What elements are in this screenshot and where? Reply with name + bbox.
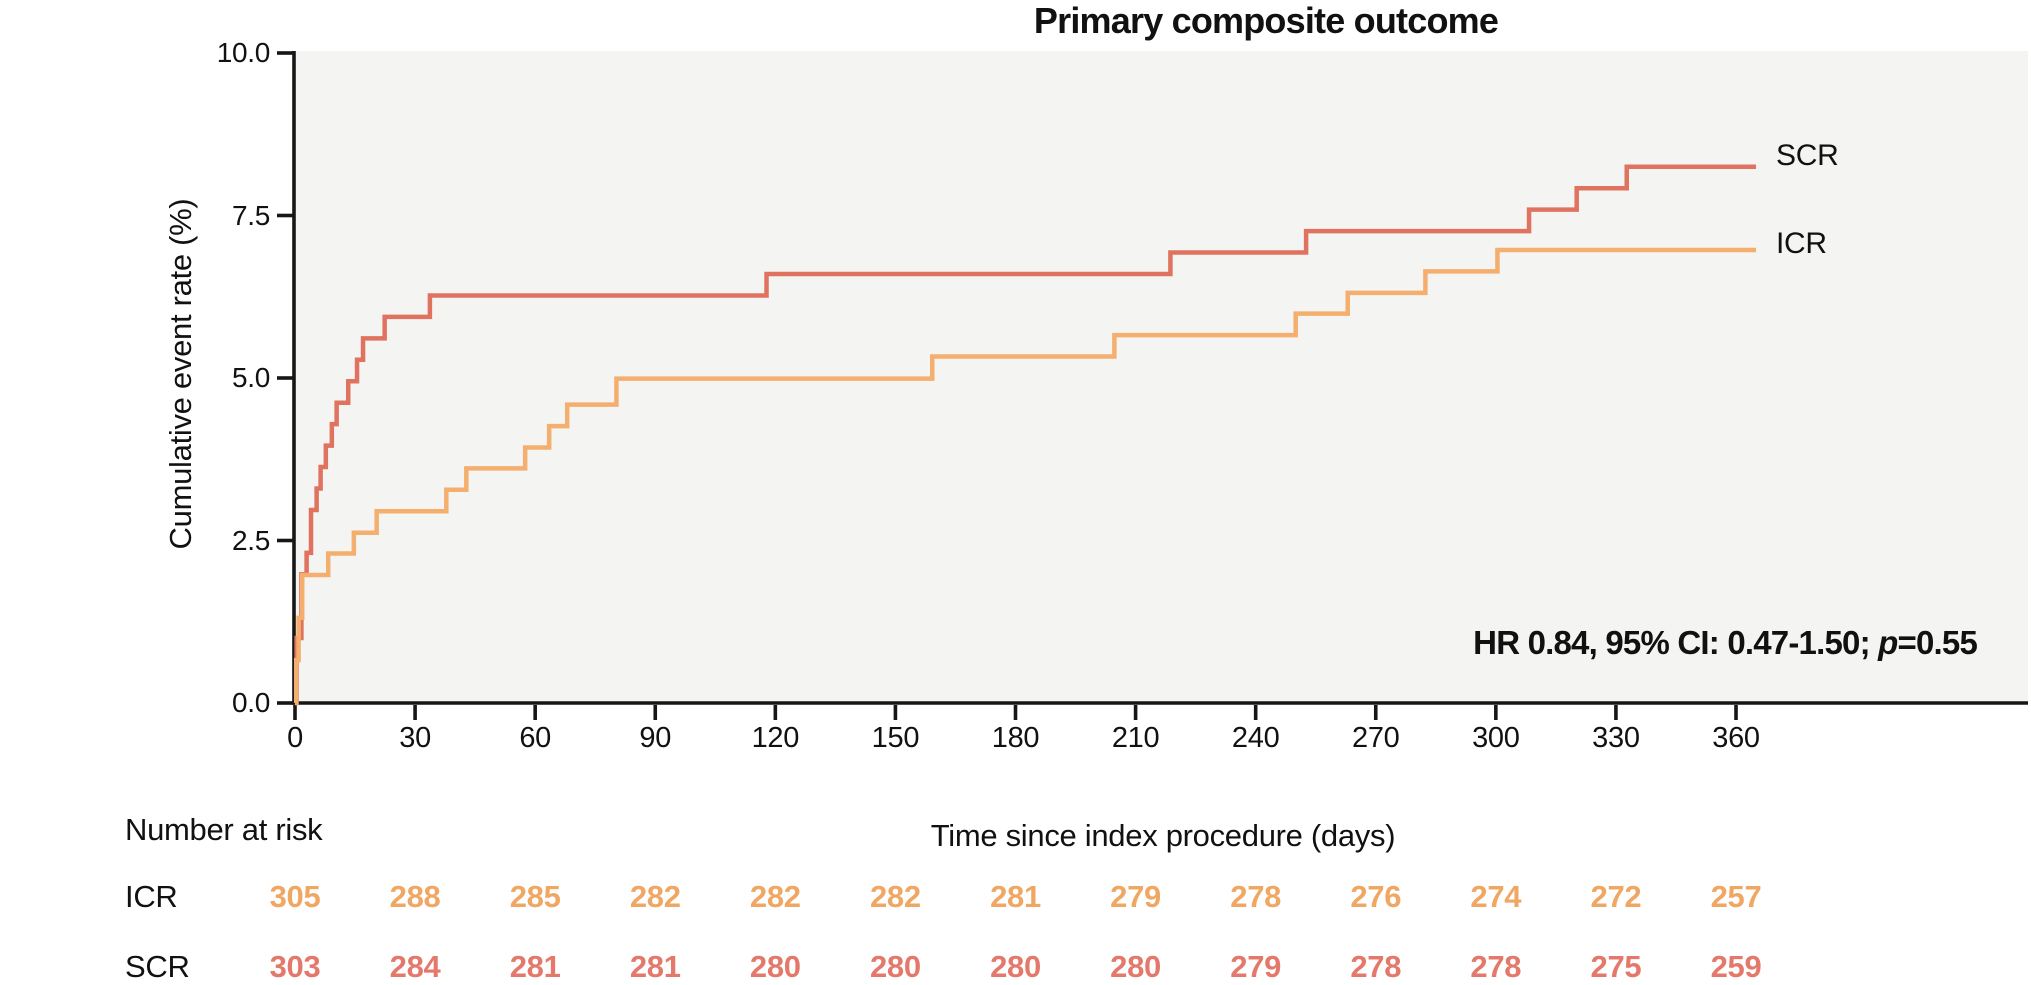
x-tick-label: 180 [991, 722, 1040, 754]
risk-cell: 305 [269, 879, 321, 914]
risk-cell: 279 [1230, 949, 1282, 984]
risk-cell: 282 [749, 879, 801, 914]
risk-cell: 275 [1590, 949, 1642, 984]
hr-annotation-p: p [1878, 624, 1898, 661]
x-tick-label: 150 [871, 722, 920, 754]
x-tick-label: 360 [1712, 722, 1760, 754]
x-tick-label: 60 [519, 722, 551, 754]
risk-cell: 280 [1110, 949, 1161, 984]
hr-annotation: HR 0.84, 95% CI: 0.47-1.50; p=0.55 [1473, 624, 1978, 662]
x-tick-label: 330 [1592, 722, 1640, 754]
x-tick-label: 90 [639, 722, 672, 754]
risk-row-label-scr: SCR [125, 949, 190, 984]
risk-cell: 276 [1350, 879, 1402, 914]
risk-cell: 257 [1710, 879, 1762, 914]
number-at-risk-heading: Number at risk [125, 812, 323, 847]
y-tick-label: 2.5 [231, 524, 270, 556]
legend-label-icr: ICR [1776, 227, 1827, 260]
x-tick-label: 120 [751, 722, 800, 754]
hr-annotation-suffix: =0.55 [1897, 624, 1978, 661]
risk-cell: 278 [1230, 879, 1282, 914]
risk-cell: 282 [629, 879, 681, 914]
x-tick-label: 210 [1111, 722, 1160, 754]
hr-annotation-prefix: HR 0.84, 95% CI: 0.47-1.50; [1473, 624, 1879, 661]
risk-cell: 282 [869, 879, 921, 914]
chart-title: Primary composite outcome [1033, 0, 1499, 41]
x-tick-label: 30 [399, 722, 431, 754]
risk-cell: 281 [990, 879, 1041, 914]
risk-cell: 285 [509, 879, 561, 914]
x-axis-title: Time since index procedure (days) [930, 818, 1396, 853]
axis-tick-marks [277, 51, 1738, 720]
legend-label-scr: SCR [1776, 139, 1839, 172]
risk-cell: 279 [1110, 879, 1161, 914]
series-scr-line [294, 164, 1757, 706]
risk-cell: 281 [509, 949, 561, 984]
series-icr-line [293, 247, 1757, 706]
risk-cell: 280 [869, 949, 921, 984]
y-tick-label: 7.5 [231, 199, 270, 231]
plot-background [296, 51, 2028, 703]
risk-cell: 288 [389, 879, 441, 914]
x-tick-label: 0 [287, 722, 303, 754]
risk-cell: 281 [629, 949, 681, 984]
x-tick-label: 240 [1231, 722, 1280, 754]
risk-cell: 303 [269, 949, 321, 984]
risk-cell: 272 [1590, 879, 1642, 914]
risk-cell: 278 [1470, 949, 1522, 984]
risk-row-label-icr: ICR [125, 879, 178, 914]
risk-cell: 284 [389, 949, 441, 984]
risk-cell: 280 [749, 949, 801, 984]
risk-cell: 280 [990, 949, 1041, 984]
risk-cell: 278 [1350, 949, 1402, 984]
risk-cell: 274 [1470, 879, 1522, 914]
risk-cell: 259 [1710, 949, 1762, 984]
y-tick-label: 10.0 [216, 37, 271, 68]
x-tick-label: 300 [1472, 722, 1520, 754]
y-tick-label: 0.0 [231, 687, 270, 718]
y-tick-label: 5.0 [231, 362, 270, 393]
x-tick-label: 270 [1352, 722, 1400, 754]
